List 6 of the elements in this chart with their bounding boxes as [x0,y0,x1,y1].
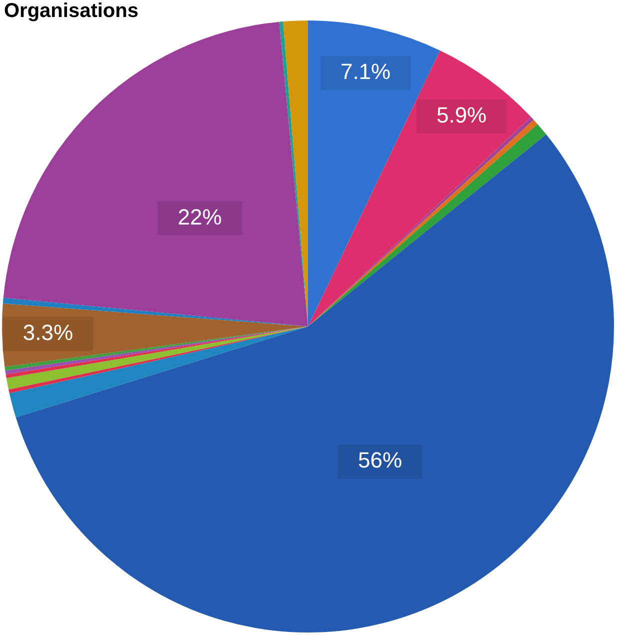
data-label: 22% [178,204,222,230]
chart-title: Organisations [4,0,138,23]
data-label: 7.1% [340,58,391,84]
data-label: 5.9% [436,102,487,128]
data-label: 3.3% [22,320,74,345]
data-label: 56% [358,448,402,473]
